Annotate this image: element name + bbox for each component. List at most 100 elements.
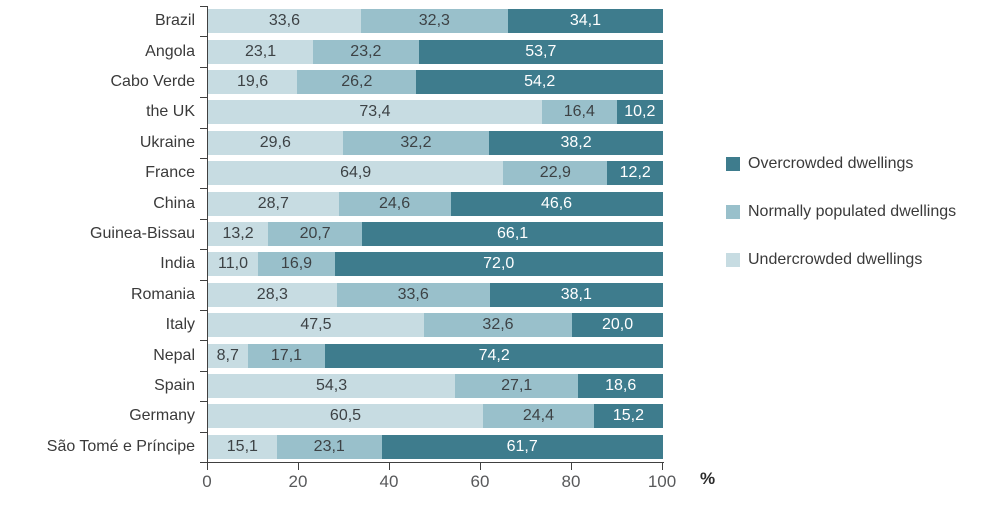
x-axis-tick-label: 80 [561, 472, 581, 491]
legend-item-label: Overcrowded dwellings [748, 155, 914, 172]
category-label: Brazil [154, 12, 195, 30]
bar-segment-normally-populated: 17,1 [247, 343, 326, 368]
bar-segment-overcrowded: 18,6 [578, 374, 663, 399]
bar-segment-undercrowded: 11,0 [208, 252, 259, 277]
bar-segment-normally-populated: 32,2 [342, 130, 490, 155]
bar-segment-normally-populated: 23,1 [276, 434, 382, 459]
y-axis-tick [200, 279, 207, 281]
category-label: Nepal [153, 346, 195, 364]
bar-row: France 64,9 22,9 12,2 [0, 158, 663, 188]
x-axis-tick [662, 463, 663, 470]
legend-item-label: Normally populated dwellings [748, 203, 957, 220]
bar-row: Cabo Verde 19,6 26,2 54,2 [0, 67, 663, 97]
bar: 54,3 27,1 18,6 [208, 374, 663, 399]
y-axis-tick [200, 431, 207, 433]
y-axis-tick [200, 370, 207, 372]
category-label: Guinea-Bissau [90, 225, 195, 243]
bar-segment-undercrowded: 54,3 [208, 374, 456, 399]
x-axis-tick [480, 463, 481, 470]
bar-segment-undercrowded: 28,3 [208, 282, 337, 307]
bar: 11,0 16,9 72,0 [208, 252, 663, 277]
bar-segment-overcrowded: 74,2 [325, 343, 663, 368]
bar-segment-normally-populated: 23,2 [313, 39, 419, 64]
bar-segment-undercrowded: 64,9 [208, 161, 504, 186]
bar-segment-overcrowded: 12,2 [607, 161, 663, 186]
legend-item: Overcrowded dwellings [726, 153, 976, 175]
bar: 64,9 22,9 12,2 [208, 161, 663, 186]
bar-row: China 28,7 24,6 46,6 [0, 188, 663, 218]
y-axis-tick [200, 401, 207, 403]
y-axis-tick [200, 66, 207, 68]
bar-segment-normally-populated: 24,6 [338, 191, 451, 216]
legend-item: Normally populated dwellings [726, 201, 976, 223]
category-label: Romania [130, 285, 195, 303]
bar: 29,6 32,2 38,2 [208, 130, 663, 155]
x-axis-tick [389, 463, 390, 470]
x-axis-tick-label: 0 [202, 472, 212, 491]
y-axis-tick [200, 158, 207, 159]
y-axis-tick [200, 249, 207, 251]
bar-row: Angola 23,1 23,2 53,7 [0, 36, 663, 66]
bar-segment-normally-populated: 16,9 [258, 252, 335, 277]
x-axis-tick [298, 463, 299, 470]
bar-segment-overcrowded: 66,1 [362, 222, 663, 247]
bar: 60,5 24,4 15,2 [208, 404, 663, 429]
y-axis-tick [200, 340, 207, 342]
bar-segment-overcrowded: 54,2 [416, 70, 663, 95]
category-label: Spain [154, 377, 195, 395]
bar-segment-undercrowded: 8,7 [208, 343, 248, 368]
bar: 13,2 20,7 66,1 [208, 222, 663, 247]
bar-segment-undercrowded: 47,5 [208, 313, 424, 338]
y-axis-tick [200, 218, 207, 220]
bar-row: the UK 73,4 16,4 10,2 [0, 97, 663, 127]
bar-segment-overcrowded: 72,0 [334, 252, 663, 277]
bar-segment-overcrowded: 15,2 [593, 404, 663, 429]
rows: Brazil 33,6 32,3 34,1 Angola 23,1 23,2 53,7 … [0, 6, 663, 462]
bar-row: São Tomé e Príncipe 15,1 23,1 61,7 [0, 432, 663, 462]
category-label: China [153, 194, 195, 212]
bar: 28,3 33,6 38,1 [208, 282, 663, 307]
y-axis-tick [200, 127, 207, 129]
x-axis-unit-label: % [700, 469, 716, 488]
bar-segment-overcrowded: 46,6 [450, 191, 663, 216]
bar-row: India 11,0 16,9 72,0 [0, 249, 663, 279]
category-label: India [160, 255, 195, 273]
legend-swatch-overcrowded [726, 157, 740, 171]
bar: 47,5 32,6 20,0 [208, 313, 663, 338]
category-label: Italy [165, 316, 195, 334]
bar-segment-normally-populated: 22,9 [503, 161, 608, 186]
bar-segment-undercrowded: 19,6 [208, 70, 298, 95]
category-label: the UK [146, 103, 195, 121]
bar-row: Ukraine 29,6 32,2 38,2 [0, 128, 663, 158]
bar-row: Spain 54,3 27,1 18,6 [0, 371, 663, 401]
x-axis-tick [571, 463, 572, 470]
bar-segment-normally-populated: 24,4 [483, 404, 594, 429]
x-axis-tick-label: 100 [647, 472, 677, 491]
category-label: São Tomé e Príncipe [46, 437, 195, 455]
bar-segment-undercrowded: 28,7 [208, 191, 339, 216]
bar-segment-overcrowded: 34,1 [507, 9, 663, 34]
bar: 28,7 24,6 46,6 [208, 191, 663, 216]
bar-segment-normally-populated: 27,1 [455, 374, 579, 399]
category-label: France [145, 164, 195, 182]
bar-segment-overcrowded: 53,7 [418, 39, 663, 64]
bar-segment-undercrowded: 29,6 [208, 130, 343, 155]
bar-segment-normally-populated: 32,6 [423, 313, 573, 338]
bar-row: Romania 28,3 33,6 38,1 [0, 280, 663, 310]
bar-segment-normally-populated: 16,4 [541, 100, 617, 125]
bar-segment-undercrowded: 60,5 [208, 404, 483, 429]
bar-segment-normally-populated: 33,6 [336, 282, 490, 307]
bar-row: Guinea-Bissau 13,2 20,7 66,1 [0, 219, 663, 249]
x-axis-tick-label: 20 [288, 472, 308, 491]
category-label: Angola [145, 42, 195, 60]
bar: 23,1 23,2 53,7 [208, 39, 663, 64]
bar-segment-overcrowded: 10,2 [616, 100, 663, 125]
bar-segment-overcrowded: 38,2 [489, 130, 663, 155]
bar-segment-normally-populated: 26,2 [297, 70, 417, 95]
bar-segment-overcrowded: 61,7 [381, 434, 663, 459]
bar-row: Italy 47,5 32,6 20,0 [0, 310, 663, 340]
bar: 15,1 23,1 61,7 [208, 434, 663, 459]
bar-row: Germany 60,5 24,4 15,2 [0, 401, 663, 431]
bar-row: Brazil 33,6 32,3 34,1 [0, 6, 663, 36]
